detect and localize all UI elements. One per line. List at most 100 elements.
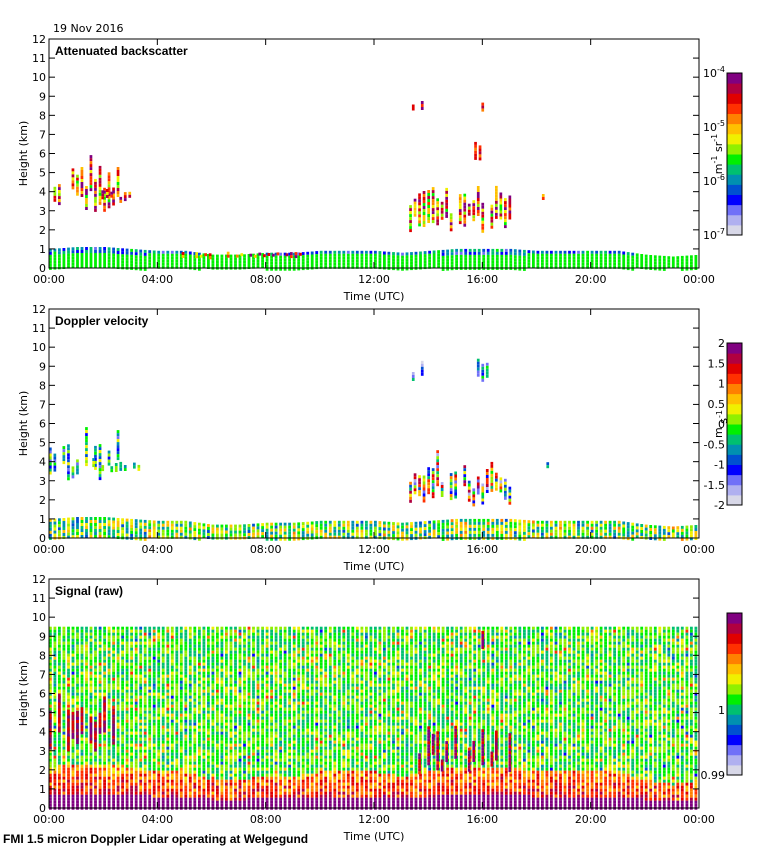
heatmap-cell (220, 752, 224, 756)
heatmap-cell (67, 526, 70, 530)
heatmap-cell (360, 535, 364, 539)
heatmap-cell (383, 257, 386, 261)
cloud-cell (89, 161, 93, 165)
heatmap-cell (49, 755, 52, 759)
heatmap-cell (85, 677, 88, 681)
heatmap-cell (211, 755, 215, 759)
heatmap-cell (541, 259, 544, 263)
heatmap-cell (234, 254, 237, 258)
heatmap-cell (80, 686, 84, 690)
heatmap-cell (112, 692, 115, 696)
heatmap-cell (523, 249, 526, 253)
heatmap-cell (188, 692, 192, 696)
heatmap-cell (152, 674, 156, 678)
heatmap-cell (184, 256, 188, 260)
heatmap-cell (107, 698, 111, 702)
heatmap-cell (139, 255, 143, 259)
heatmap-cell (211, 680, 215, 684)
heatmap-cell (161, 728, 165, 732)
heatmap-cell (58, 758, 61, 762)
heatmap-cell (143, 659, 147, 663)
heatmap-cell (134, 788, 138, 792)
heatmap-cell (161, 698, 165, 702)
heatmap-cell (216, 710, 219, 714)
heatmap-cell (509, 518, 513, 522)
heatmap-cell (563, 253, 567, 257)
cloud-cell (62, 449, 66, 453)
heatmap-cell (590, 259, 594, 263)
heatmap-cell (49, 803, 52, 807)
cloud-cell (436, 465, 439, 469)
heatmap-cell (98, 704, 102, 708)
heatmap-cell (513, 537, 517, 541)
heatmap-cell (58, 524, 61, 528)
heatmap-cell (193, 264, 197, 268)
heatmap-cell (134, 537, 138, 541)
heatmap-cell (62, 689, 66, 693)
heatmap-cell (116, 701, 120, 705)
heatmap-cell (170, 734, 174, 738)
heatmap-cell (459, 530, 463, 534)
heatmap-cell (134, 653, 138, 657)
heatmap-cell (225, 635, 228, 639)
heatmap-cell (170, 800, 174, 804)
heatmap-cell (130, 710, 133, 714)
heatmap-cell (184, 641, 188, 645)
heatmap-cell (527, 532, 531, 536)
heatmap-cell (152, 764, 156, 768)
heatmap-cell (161, 791, 165, 795)
cloud-cell (71, 183, 75, 187)
y-tick-label: 0 (39, 262, 46, 275)
heatmap-cell (130, 686, 133, 690)
heatmap-cell (152, 725, 156, 729)
heatmap-cell (360, 262, 364, 266)
heatmap-cell (360, 523, 364, 527)
cloud-cell (76, 183, 79, 187)
cloud-cell (85, 463, 88, 467)
cloud-cell (458, 200, 462, 204)
heatmap-cell (405, 255, 409, 259)
heatmap-cell (211, 674, 215, 678)
heatmap-cell (143, 734, 147, 738)
cloud-cell (195, 252, 198, 256)
heatmap-cell (188, 257, 192, 261)
heatmap-cell (328, 526, 332, 530)
heatmap-cell (690, 525, 693, 529)
heatmap-cell (441, 519, 445, 523)
heatmap-cell (94, 692, 97, 696)
heatmap-cell (161, 797, 165, 801)
heatmap-cell (432, 523, 436, 527)
heatmap-cell (640, 263, 644, 266)
heatmap-cell (622, 260, 626, 264)
heatmap-cell (216, 791, 219, 795)
cloud-cell (478, 145, 482, 149)
heatmap-cell (112, 791, 115, 795)
heatmap-cell (459, 527, 463, 531)
heatmap-cell (179, 767, 183, 771)
heatmap-cell (482, 521, 486, 525)
heatmap-cell (220, 254, 224, 258)
heatmap-cell (428, 520, 431, 524)
cloud-cell (116, 173, 120, 176)
heatmap-cell (71, 785, 75, 789)
heatmap-cell (324, 523, 328, 527)
heatmap-cell (103, 683, 106, 687)
heatmap-cell (193, 531, 197, 535)
heatmap-cell (152, 734, 156, 738)
heatmap-cell (161, 788, 165, 792)
heatmap-cell (211, 740, 215, 744)
heatmap-cell (559, 262, 562, 266)
heatmap-cell (595, 250, 598, 254)
heatmap-cell (76, 632, 79, 636)
heatmap-cell (220, 722, 224, 726)
heatmap-cell (513, 525, 517, 529)
heatmap-cell (193, 797, 197, 801)
heatmap-cell (85, 734, 88, 738)
heatmap-cell (216, 800, 219, 804)
heatmap-cell (635, 265, 639, 269)
heatmap-cell (148, 788, 152, 792)
cloud-cell (103, 187, 106, 191)
heatmap-cell (360, 529, 364, 533)
heatmap-cell (211, 656, 215, 660)
heatmap-cell (139, 258, 143, 262)
